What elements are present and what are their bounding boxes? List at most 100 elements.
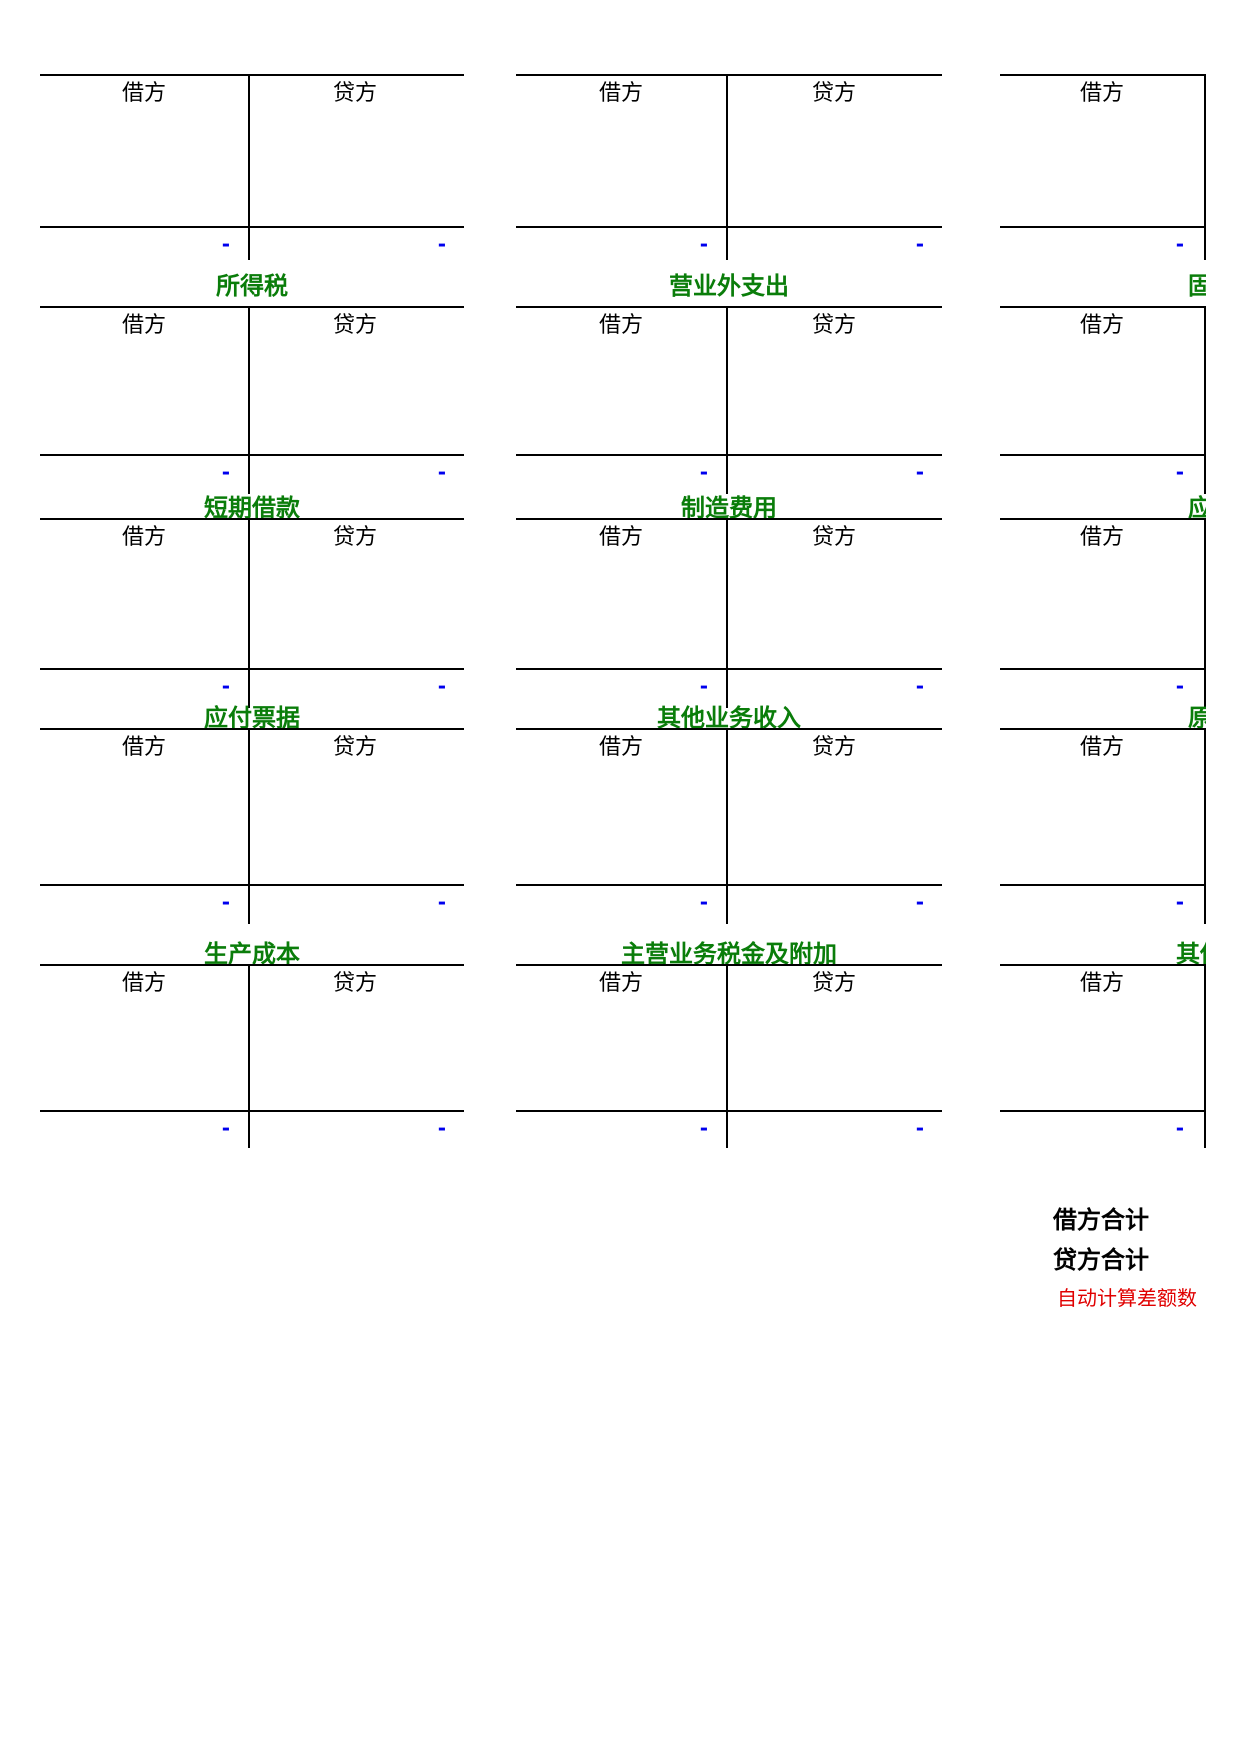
credit-header: 贷方 — [811, 81, 856, 106]
debit-total-label: 借方合计 — [1053, 1206, 1149, 1234]
debit-total: - — [699, 890, 708, 914]
debit-header: 借方 — [121, 313, 166, 338]
credit-total: - — [437, 460, 446, 484]
credit-header: 贷方 — [332, 735, 377, 760]
t-account: 应收 借方 - — [1000, 480, 1240, 716]
t-account: 原材 借方 - — [1000, 690, 1240, 926]
debit-total: - — [1175, 460, 1184, 484]
total-line — [1000, 884, 1206, 886]
debit-header: 借方 — [1079, 525, 1124, 550]
center-line — [1204, 728, 1206, 924]
credit-total: - — [437, 1116, 446, 1140]
debit-header: 借方 — [598, 313, 643, 338]
t-account: 所得税 借方 贷方 - - — [40, 268, 464, 504]
account-title: 制造费用 — [681, 494, 777, 522]
t-account: 借方 贷方 - - — [40, 36, 464, 272]
debit-header: 借方 — [1079, 735, 1124, 760]
total-line — [40, 668, 464, 670]
total-line — [40, 884, 464, 886]
debit-header: 借方 — [121, 735, 166, 760]
credit-header: 贷方 — [332, 81, 377, 106]
top-line — [40, 74, 464, 76]
t-account: 借方 - — [1000, 36, 1240, 272]
credit-total: - — [915, 1116, 924, 1140]
top-line — [516, 728, 942, 730]
top-line — [1000, 74, 1206, 76]
account-title: 营业外支出 — [669, 272, 789, 300]
account-title: 所得税 — [216, 272, 288, 300]
total-line — [40, 454, 464, 456]
debit-total: - — [699, 232, 708, 256]
account-title: 生产成本 — [204, 940, 300, 968]
top-line — [40, 518, 464, 520]
total-line — [516, 226, 942, 228]
debit-header: 借方 — [598, 735, 643, 760]
t-account: 主营业务税金及附加 借方 贷方 - - — [516, 926, 942, 1162]
total-line — [1000, 454, 1206, 456]
account-title — [40, 36, 464, 74]
total-line — [516, 454, 942, 456]
top-line — [40, 306, 464, 308]
account-title: 其他业务收入 — [657, 704, 801, 732]
debit-total: - — [1175, 232, 1184, 256]
top-line — [516, 74, 942, 76]
debit-header: 借方 — [598, 971, 643, 996]
credit-total: - — [915, 674, 924, 698]
debit-header: 借方 — [598, 81, 643, 106]
t-account: 制造费用 借方 贷方 - - — [516, 480, 942, 716]
center-line — [726, 74, 728, 260]
debit-header: 借方 — [121, 525, 166, 550]
debit-header: 借方 — [121, 81, 166, 106]
center-line — [248, 74, 250, 260]
center-line — [1204, 518, 1206, 708]
debit-total: - — [699, 674, 708, 698]
credit-header: 贷方 — [811, 735, 856, 760]
t-account: 借方 贷方 - - — [516, 36, 942, 272]
credit-total: - — [437, 890, 446, 914]
t-account: 固定 借方 - — [1000, 268, 1240, 504]
debit-header: 借方 — [121, 971, 166, 996]
debit-header: 借方 — [1079, 971, 1124, 996]
total-line — [1000, 1110, 1206, 1112]
total-line — [1000, 668, 1206, 670]
t-account: 短期借款 借方 贷方 - - — [40, 480, 464, 716]
account-title: 原材 — [1188, 704, 1206, 732]
account-title: 主营业务税金及附加 — [621, 940, 837, 968]
credit-header: 贷方 — [811, 971, 856, 996]
credit-header: 贷方 — [332, 525, 377, 550]
center-line — [248, 728, 250, 924]
clipped-area: 固定 — [1000, 268, 1206, 504]
t-account: 生产成本 借方 贷方 - - — [40, 926, 464, 1162]
debit-total: - — [221, 890, 230, 914]
debit-total: - — [699, 1116, 708, 1140]
debit-total: - — [221, 460, 230, 484]
center-line — [726, 728, 728, 924]
credit-header: 贷方 — [811, 525, 856, 550]
credit-header: 贷方 — [332, 971, 377, 996]
account-title: 应付票据 — [204, 704, 300, 732]
debit-total: - — [1175, 1116, 1184, 1140]
total-line — [40, 1110, 464, 1112]
center-line — [1204, 306, 1206, 494]
t-account: 营业外支出 借方 贷方 - - — [516, 268, 942, 504]
debit-total: - — [221, 1116, 230, 1140]
account-title — [516, 36, 942, 74]
account-title — [1000, 36, 1206, 74]
top-line — [516, 306, 942, 308]
total-line — [40, 226, 464, 228]
credit-total: - — [915, 232, 924, 256]
total-line — [1000, 226, 1206, 228]
credit-total: - — [437, 674, 446, 698]
total-line — [516, 668, 942, 670]
debit-total: - — [1175, 674, 1184, 698]
account-title: 短期借款 — [204, 494, 300, 522]
clipped-area: 原材 — [1000, 690, 1206, 926]
account-title: 固定 — [1188, 272, 1206, 300]
debit-total: - — [221, 232, 230, 256]
center-line — [726, 306, 728, 494]
center-line — [726, 964, 728, 1148]
center-line — [1204, 964, 1206, 1148]
debit-header: 借方 — [1079, 81, 1124, 106]
center-line — [248, 964, 250, 1148]
total-line — [516, 1110, 942, 1112]
